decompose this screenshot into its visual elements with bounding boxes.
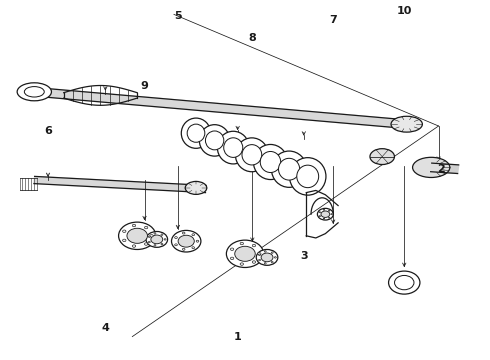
Ellipse shape (205, 131, 224, 150)
Ellipse shape (230, 248, 234, 251)
Ellipse shape (297, 165, 318, 188)
Ellipse shape (264, 263, 266, 264)
Ellipse shape (122, 239, 126, 242)
Ellipse shape (174, 237, 177, 239)
Text: 1: 1 (234, 332, 242, 342)
Ellipse shape (413, 157, 450, 177)
Ellipse shape (253, 144, 288, 180)
Text: 10: 10 (396, 6, 412, 16)
Ellipse shape (323, 218, 325, 219)
Ellipse shape (154, 233, 156, 234)
Ellipse shape (242, 145, 262, 165)
Ellipse shape (389, 271, 420, 294)
Text: 7: 7 (329, 15, 337, 25)
Ellipse shape (127, 228, 147, 243)
Text: 2: 2 (437, 164, 445, 174)
Text: 3: 3 (300, 251, 308, 261)
Ellipse shape (145, 226, 148, 229)
Ellipse shape (174, 244, 177, 246)
Ellipse shape (271, 261, 273, 263)
Ellipse shape (132, 245, 136, 247)
Ellipse shape (17, 83, 51, 101)
Ellipse shape (271, 252, 273, 253)
Ellipse shape (199, 125, 230, 156)
Ellipse shape (154, 245, 156, 246)
Ellipse shape (182, 248, 185, 250)
Ellipse shape (145, 243, 148, 245)
Ellipse shape (192, 234, 195, 236)
Ellipse shape (318, 208, 333, 220)
Ellipse shape (321, 211, 330, 217)
Ellipse shape (391, 116, 422, 132)
Ellipse shape (24, 86, 44, 97)
Ellipse shape (185, 181, 207, 194)
Ellipse shape (252, 244, 256, 247)
Ellipse shape (259, 259, 261, 261)
Ellipse shape (226, 240, 264, 267)
Ellipse shape (328, 210, 330, 211)
Ellipse shape (187, 124, 205, 142)
Ellipse shape (122, 230, 126, 233)
Ellipse shape (148, 236, 150, 238)
Ellipse shape (146, 231, 168, 247)
Ellipse shape (264, 251, 266, 252)
Ellipse shape (370, 149, 394, 165)
Ellipse shape (230, 257, 234, 260)
Ellipse shape (151, 235, 163, 244)
Ellipse shape (252, 261, 256, 263)
Ellipse shape (319, 212, 320, 213)
Polygon shape (431, 163, 459, 174)
Ellipse shape (331, 214, 332, 215)
Ellipse shape (271, 151, 307, 187)
Ellipse shape (240, 242, 244, 245)
Ellipse shape (182, 232, 185, 234)
Ellipse shape (148, 241, 150, 243)
Ellipse shape (196, 240, 199, 242)
Text: 4: 4 (101, 323, 109, 333)
Ellipse shape (132, 224, 136, 227)
Ellipse shape (260, 152, 281, 172)
Ellipse shape (224, 138, 243, 157)
Text: 9: 9 (141, 81, 148, 91)
Ellipse shape (278, 158, 300, 180)
Text: 8: 8 (248, 33, 256, 43)
Ellipse shape (164, 239, 166, 240)
Ellipse shape (181, 118, 211, 148)
Polygon shape (34, 176, 206, 193)
Ellipse shape (290, 158, 326, 195)
Ellipse shape (261, 253, 273, 262)
Ellipse shape (235, 138, 269, 172)
Text: 6: 6 (44, 126, 52, 136)
Polygon shape (34, 87, 407, 129)
Ellipse shape (319, 216, 320, 217)
Ellipse shape (218, 131, 249, 164)
Ellipse shape (150, 235, 153, 237)
Ellipse shape (256, 249, 278, 265)
Ellipse shape (394, 275, 414, 290)
Ellipse shape (259, 254, 261, 256)
Ellipse shape (274, 257, 276, 258)
Ellipse shape (258, 253, 261, 255)
Ellipse shape (192, 247, 195, 249)
Ellipse shape (178, 235, 194, 247)
Text: 5: 5 (174, 11, 182, 21)
Ellipse shape (323, 209, 325, 210)
Ellipse shape (328, 217, 330, 218)
Ellipse shape (119, 222, 156, 249)
Ellipse shape (240, 263, 244, 265)
Ellipse shape (172, 230, 201, 252)
Ellipse shape (161, 243, 163, 245)
Ellipse shape (161, 234, 163, 235)
Ellipse shape (235, 246, 255, 261)
